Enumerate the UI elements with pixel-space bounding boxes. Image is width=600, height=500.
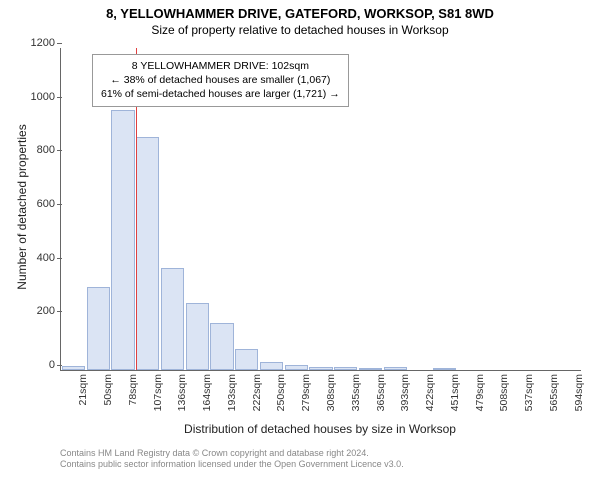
annotation-line: 8 YELLOWHAMMER DRIVE: 102sqm bbox=[101, 59, 340, 73]
y-tick: 800 bbox=[37, 144, 61, 156]
histogram-bar bbox=[87, 287, 110, 370]
histogram-bar bbox=[235, 349, 258, 370]
x-tick: 136sqm bbox=[176, 370, 188, 411]
y-tick: 1000 bbox=[31, 91, 61, 103]
y-axis-label: Number of detached properties bbox=[15, 107, 29, 307]
annotation-line: ← 38% of detached houses are smaller (1,… bbox=[101, 73, 340, 87]
chart-container: 8, YELLOWHAMMER DRIVE, GATEFORD, WORKSOP… bbox=[0, 0, 600, 500]
x-tick: 565sqm bbox=[548, 370, 560, 411]
x-tick: 335sqm bbox=[350, 370, 362, 411]
annotation-line: 61% of semi-detached houses are larger (… bbox=[101, 87, 340, 101]
annotation-box: 8 YELLOWHAMMER DRIVE: 102sqm← 38% of det… bbox=[92, 54, 349, 107]
x-tick: 50sqm bbox=[102, 370, 114, 406]
y-tick: 400 bbox=[37, 252, 61, 264]
y-tick: 200 bbox=[37, 305, 61, 317]
histogram-bar bbox=[210, 323, 233, 370]
x-tick: 594sqm bbox=[573, 370, 585, 411]
x-tick: 308sqm bbox=[325, 370, 337, 411]
x-tick: 393sqm bbox=[399, 370, 411, 411]
histogram-bar bbox=[260, 362, 283, 370]
histogram-bar bbox=[136, 137, 159, 370]
x-axis-label: Distribution of detached houses by size … bbox=[60, 422, 580, 436]
y-tick: 0 bbox=[49, 359, 61, 371]
x-tick: 222sqm bbox=[251, 370, 263, 411]
x-tick: 365sqm bbox=[375, 370, 387, 411]
x-tick: 537sqm bbox=[523, 370, 535, 411]
x-tick: 107sqm bbox=[152, 370, 164, 411]
histogram-bar bbox=[111, 110, 134, 370]
x-tick: 164sqm bbox=[201, 370, 213, 411]
title-subtitle: Size of property relative to detached ho… bbox=[0, 21, 600, 37]
x-tick: 422sqm bbox=[424, 370, 436, 411]
x-tick: 279sqm bbox=[300, 370, 312, 411]
credits-text: Contains HM Land Registry data © Crown c… bbox=[60, 448, 404, 471]
title-address: 8, YELLOWHAMMER DRIVE, GATEFORD, WORKSOP… bbox=[0, 0, 600, 21]
y-tick: 600 bbox=[37, 198, 61, 210]
x-tick: 250sqm bbox=[275, 370, 287, 411]
x-tick: 78sqm bbox=[127, 370, 139, 406]
x-tick: 479sqm bbox=[474, 370, 486, 411]
x-tick: 508sqm bbox=[498, 370, 510, 411]
y-tick: 1200 bbox=[31, 37, 61, 49]
histogram-bar bbox=[186, 303, 209, 370]
x-tick: 451sqm bbox=[449, 370, 461, 411]
histogram-bar bbox=[161, 268, 184, 370]
credits-line1: Contains HM Land Registry data © Crown c… bbox=[60, 448, 404, 459]
x-tick: 193sqm bbox=[226, 370, 238, 411]
x-tick: 21sqm bbox=[77, 370, 89, 406]
credits-line2: Contains public sector information licen… bbox=[60, 459, 404, 470]
